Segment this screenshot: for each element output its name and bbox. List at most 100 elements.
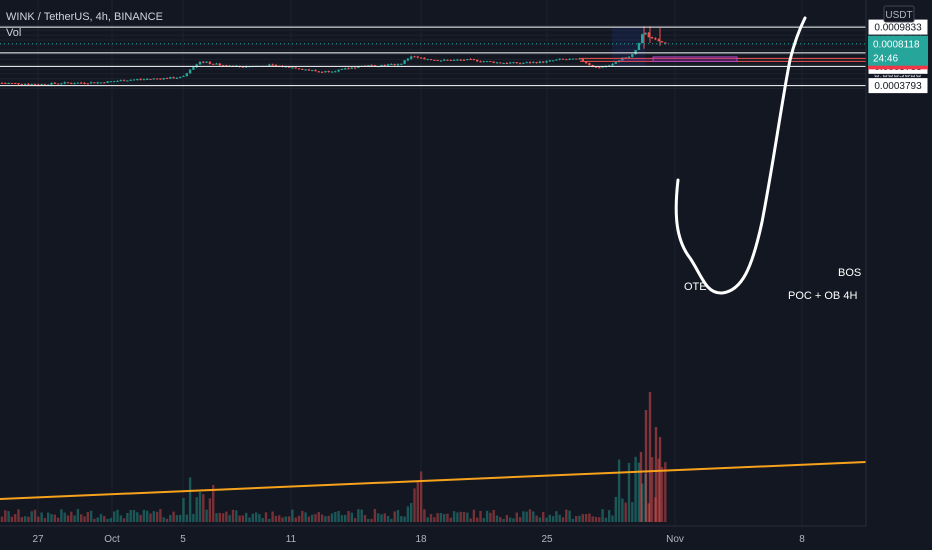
candle-body [83,82,86,84]
candle-body [165,78,169,80]
volume-bar [291,509,294,522]
candle-body [476,59,479,62]
volume-bar [479,510,482,522]
time-axis[interactable] [0,526,866,550]
volume-bar [522,511,525,522]
candle-body [132,79,136,81]
candle-body [621,57,624,61]
volume-bar [56,517,60,522]
candle-body [532,62,535,64]
candle-body [284,66,287,68]
volume-bar [594,516,598,522]
volume-bar [0,516,4,522]
volume-bar [86,512,89,522]
volume-bar [155,511,159,522]
volume-bar [400,516,403,522]
candle-body [334,71,337,73]
volume-bar [637,462,641,522]
candle-body [495,62,499,64]
candle-body [416,56,419,58]
volume-bar [231,509,235,522]
volume-bar [657,458,660,522]
volume-bar [116,509,119,522]
volume-bar [347,511,350,522]
candle-body [212,63,215,65]
candle-body [314,70,317,72]
candle-body [459,59,462,61]
volume-bar [274,515,278,522]
volume-bar [23,516,27,522]
candle-body [568,58,571,60]
volume-bar [238,515,241,522]
candle-body [73,83,76,85]
volume-bar [360,509,363,522]
volume-bar [215,513,218,522]
candle-body [208,61,212,64]
candle-body [27,83,30,85]
candle-body [383,64,386,66]
volume-bar [182,497,185,522]
volume-bar [129,509,132,522]
candle-body [472,59,476,61]
candle-body [555,59,558,61]
volume-bar [109,517,113,522]
currency-label: USDT [885,10,912,21]
candle-body [139,79,142,81]
volume-bar [648,392,652,522]
candle-body [634,50,637,55]
volume-bar [7,511,10,522]
volume-bar [47,512,50,522]
volume-legend[interactable]: Vol [6,27,21,39]
volume-bar [617,459,621,522]
volume-bar [287,516,291,522]
candle-body [129,79,132,81]
volume-bar [37,516,40,522]
candle-body [96,82,99,84]
volume-bar [43,518,47,522]
currency-badge[interactable]: USDT [883,5,915,23]
volume-bar [261,518,264,522]
candle-body [287,66,291,68]
horizontal-levels [0,26,866,87]
candle-body [40,84,43,86]
volume-bar [340,515,344,522]
volume-bar [608,510,611,522]
volume-bar [565,509,568,522]
symbol-legend[interactable]: WINK / TetherUS, 4h, BINANCE [6,11,163,23]
candle-body [357,66,360,68]
candle-body [644,32,647,35]
volume-bar [96,517,99,522]
volume-bar [598,517,601,522]
candle-body [650,37,654,39]
volume-bar [281,517,284,522]
time-axis-ticks: 27 Oct 5 11 18 25 Nov 8 [32,534,805,545]
support-trendline[interactable] [0,461,867,500]
candle-body [122,80,126,82]
volume-bar [485,510,489,522]
candle-body [528,62,532,64]
candle-body [198,61,202,65]
candle-body [466,59,469,61]
candle-body [426,59,429,61]
volume-bar [518,517,522,522]
candle-body [647,32,650,38]
volume-bar [367,518,370,522]
volume-bar [198,491,202,522]
candle-body [433,59,436,61]
candle-body [353,67,357,69]
volume-bar [152,511,155,522]
candle-body [60,83,63,85]
candle-body [499,62,502,64]
volume-bar [297,515,301,522]
candle-body [571,58,575,60]
candle-body [221,65,225,67]
candle-body [159,78,162,80]
candle-body [327,71,330,73]
candle-body [627,56,631,59]
volume-bar [103,516,106,522]
volume-bar [449,517,452,522]
candle-body [664,42,667,44]
time-tick-label: 18 [415,534,427,545]
volume-bar [664,462,667,522]
